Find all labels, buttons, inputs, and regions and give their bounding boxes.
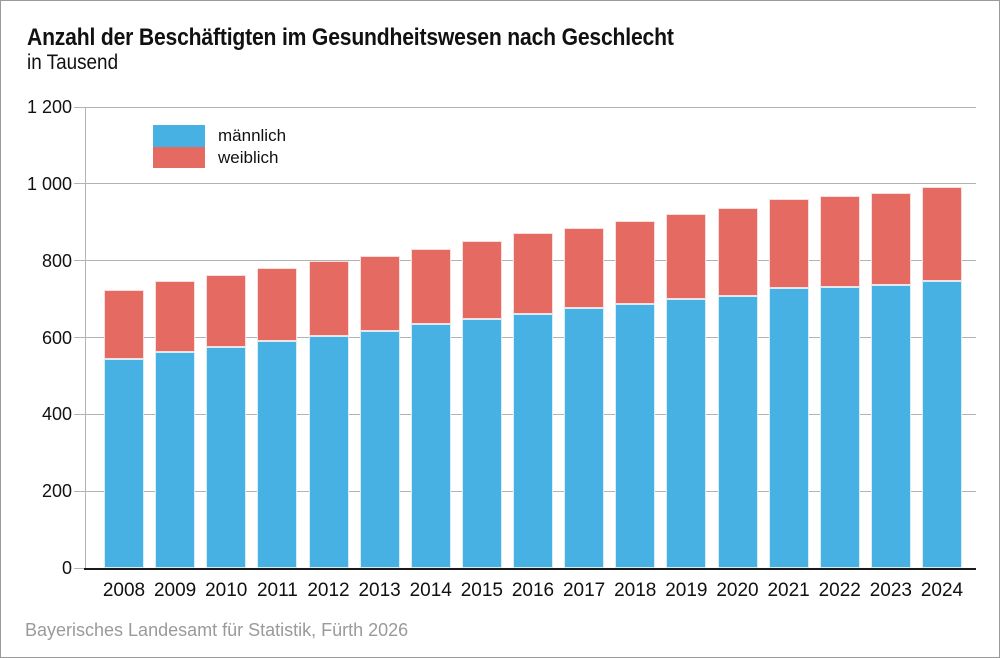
- y-axis-labels: 0 200 400 600 800 1 000 1 200: [1, 97, 72, 578]
- x-tick-label-2012: 2012: [307, 580, 350, 601]
- legend-swatch-maennlich: [153, 125, 205, 147]
- y-tick-200: [74, 490, 86, 492]
- y-tick-label-800: 800: [41, 250, 72, 271]
- bar-2017-maennlich: [564, 307, 605, 568]
- y-tick-label-400: 400: [41, 404, 72, 425]
- bar-2009-maennlich: [155, 352, 196, 568]
- x-tick-label-2015: 2015: [460, 580, 504, 601]
- gridline-1200: [86, 106, 976, 108]
- bar-2022-weiblich: [819, 195, 860, 287]
- y-tick-label-0: 0: [61, 558, 72, 578]
- chart-title: Anzahl der Beschäftigten im Gesundheitsw…: [27, 24, 674, 51]
- x-tick-label-2024: 2024: [920, 580, 964, 601]
- legend-label-weiblich: weiblich: [218, 147, 279, 167]
- legend-label-maennlich: männlich: [218, 126, 287, 145]
- bar-2020-weiblich: [717, 208, 758, 296]
- bar-2010-maennlich: [206, 346, 247, 568]
- y-tick-1000: [74, 183, 86, 185]
- y-tick-label-200: 200: [41, 481, 72, 502]
- x-tick-label-2013: 2013: [358, 580, 401, 601]
- y-tick-label-1200: 1 200: [26, 97, 72, 117]
- bar-2013-weiblich: [359, 256, 400, 332]
- bar-2008-maennlich: [104, 359, 144, 568]
- x-tick-label-2018: 2018: [614, 580, 657, 601]
- x-tick-label-2010: 2010: [205, 580, 248, 601]
- bar-2015-weiblich: [461, 241, 502, 320]
- y-tick-1200: [74, 106, 86, 108]
- bar-2018-weiblich: [615, 220, 656, 304]
- bar-2024-weiblich: [922, 186, 962, 281]
- x-tick-label-2020: 2020: [716, 580, 759, 601]
- y-tick-label-600: 600: [41, 327, 72, 348]
- bar-2021-weiblich: [768, 198, 809, 288]
- bar-2009-weiblich: [155, 281, 196, 353]
- source-note: Bayerisches Landesamt für Statistik, Für…: [25, 620, 409, 640]
- x-tick-label-2008: 2008: [102, 580, 146, 601]
- bar-2019-weiblich: [666, 213, 707, 300]
- bar-2020-maennlich: [717, 295, 758, 568]
- x-tick-label-2019: 2019: [665, 580, 708, 601]
- x-tick-label-2011: 2011: [256, 580, 298, 601]
- plot-area: 2008 2009 2010 2011 2012 2013 2014 2015 2016 2017…: [74, 106, 976, 601]
- bar-2014-maennlich: [410, 324, 451, 568]
- bar-2016-maennlich: [513, 313, 553, 568]
- bar-2022-maennlich: [819, 286, 860, 568]
- bar-2024-maennlich: [922, 280, 962, 568]
- x-tick-label-2016: 2016: [511, 580, 555, 601]
- x-tick-label-2009: 2009: [153, 580, 197, 601]
- y-tick-600: [74, 337, 86, 338]
- chart-subtitle: in Tausend: [27, 51, 119, 74]
- x-axis-line: [84, 567, 976, 570]
- bar-2012-weiblich: [308, 260, 349, 336]
- y-tick-0: [74, 567, 86, 569]
- bar-2023-weiblich: [870, 193, 911, 285]
- bar-2017-weiblich: [564, 227, 605, 308]
- bar-2012-maennlich: [308, 335, 349, 568]
- x-tick-label-2021: 2021: [767, 580, 810, 601]
- bar-2011-maennlich: [257, 341, 298, 568]
- legend-item-weiblich: weiblich: [153, 147, 286, 168]
- bar-2010-weiblich: [206, 274, 247, 347]
- legend-swatch-weiblich: [153, 147, 205, 168]
- gridline-1000: [86, 183, 976, 185]
- x-tick-label-2017: 2017: [562, 580, 606, 601]
- bar-2016-weiblich: [513, 233, 553, 314]
- y-tick-400: [74, 413, 86, 415]
- bar-2014-weiblich: [410, 249, 451, 325]
- bar-2011-weiblich: [257, 268, 298, 342]
- x-tick-label-2014: 2014: [409, 580, 452, 601]
- y-tick-label-1000: 1 000: [26, 173, 72, 194]
- bar-2013-maennlich: [359, 331, 400, 568]
- bar-2023-maennlich: [870, 284, 911, 568]
- legend: männlich weiblich: [153, 125, 286, 168]
- bar-2008-weiblich: [104, 289, 144, 360]
- bar-2018-maennlich: [615, 303, 656, 568]
- legend-item-maennlich: männlich: [153, 125, 286, 147]
- bar-2019-maennlich: [666, 299, 707, 568]
- bar-2021-maennlich: [768, 287, 809, 568]
- x-tick-label-2022: 2022: [818, 580, 861, 601]
- x-tick-label-2023: 2023: [869, 580, 913, 601]
- bar-2015-maennlich: [461, 319, 502, 568]
- y-tick-800: [74, 260, 86, 262]
